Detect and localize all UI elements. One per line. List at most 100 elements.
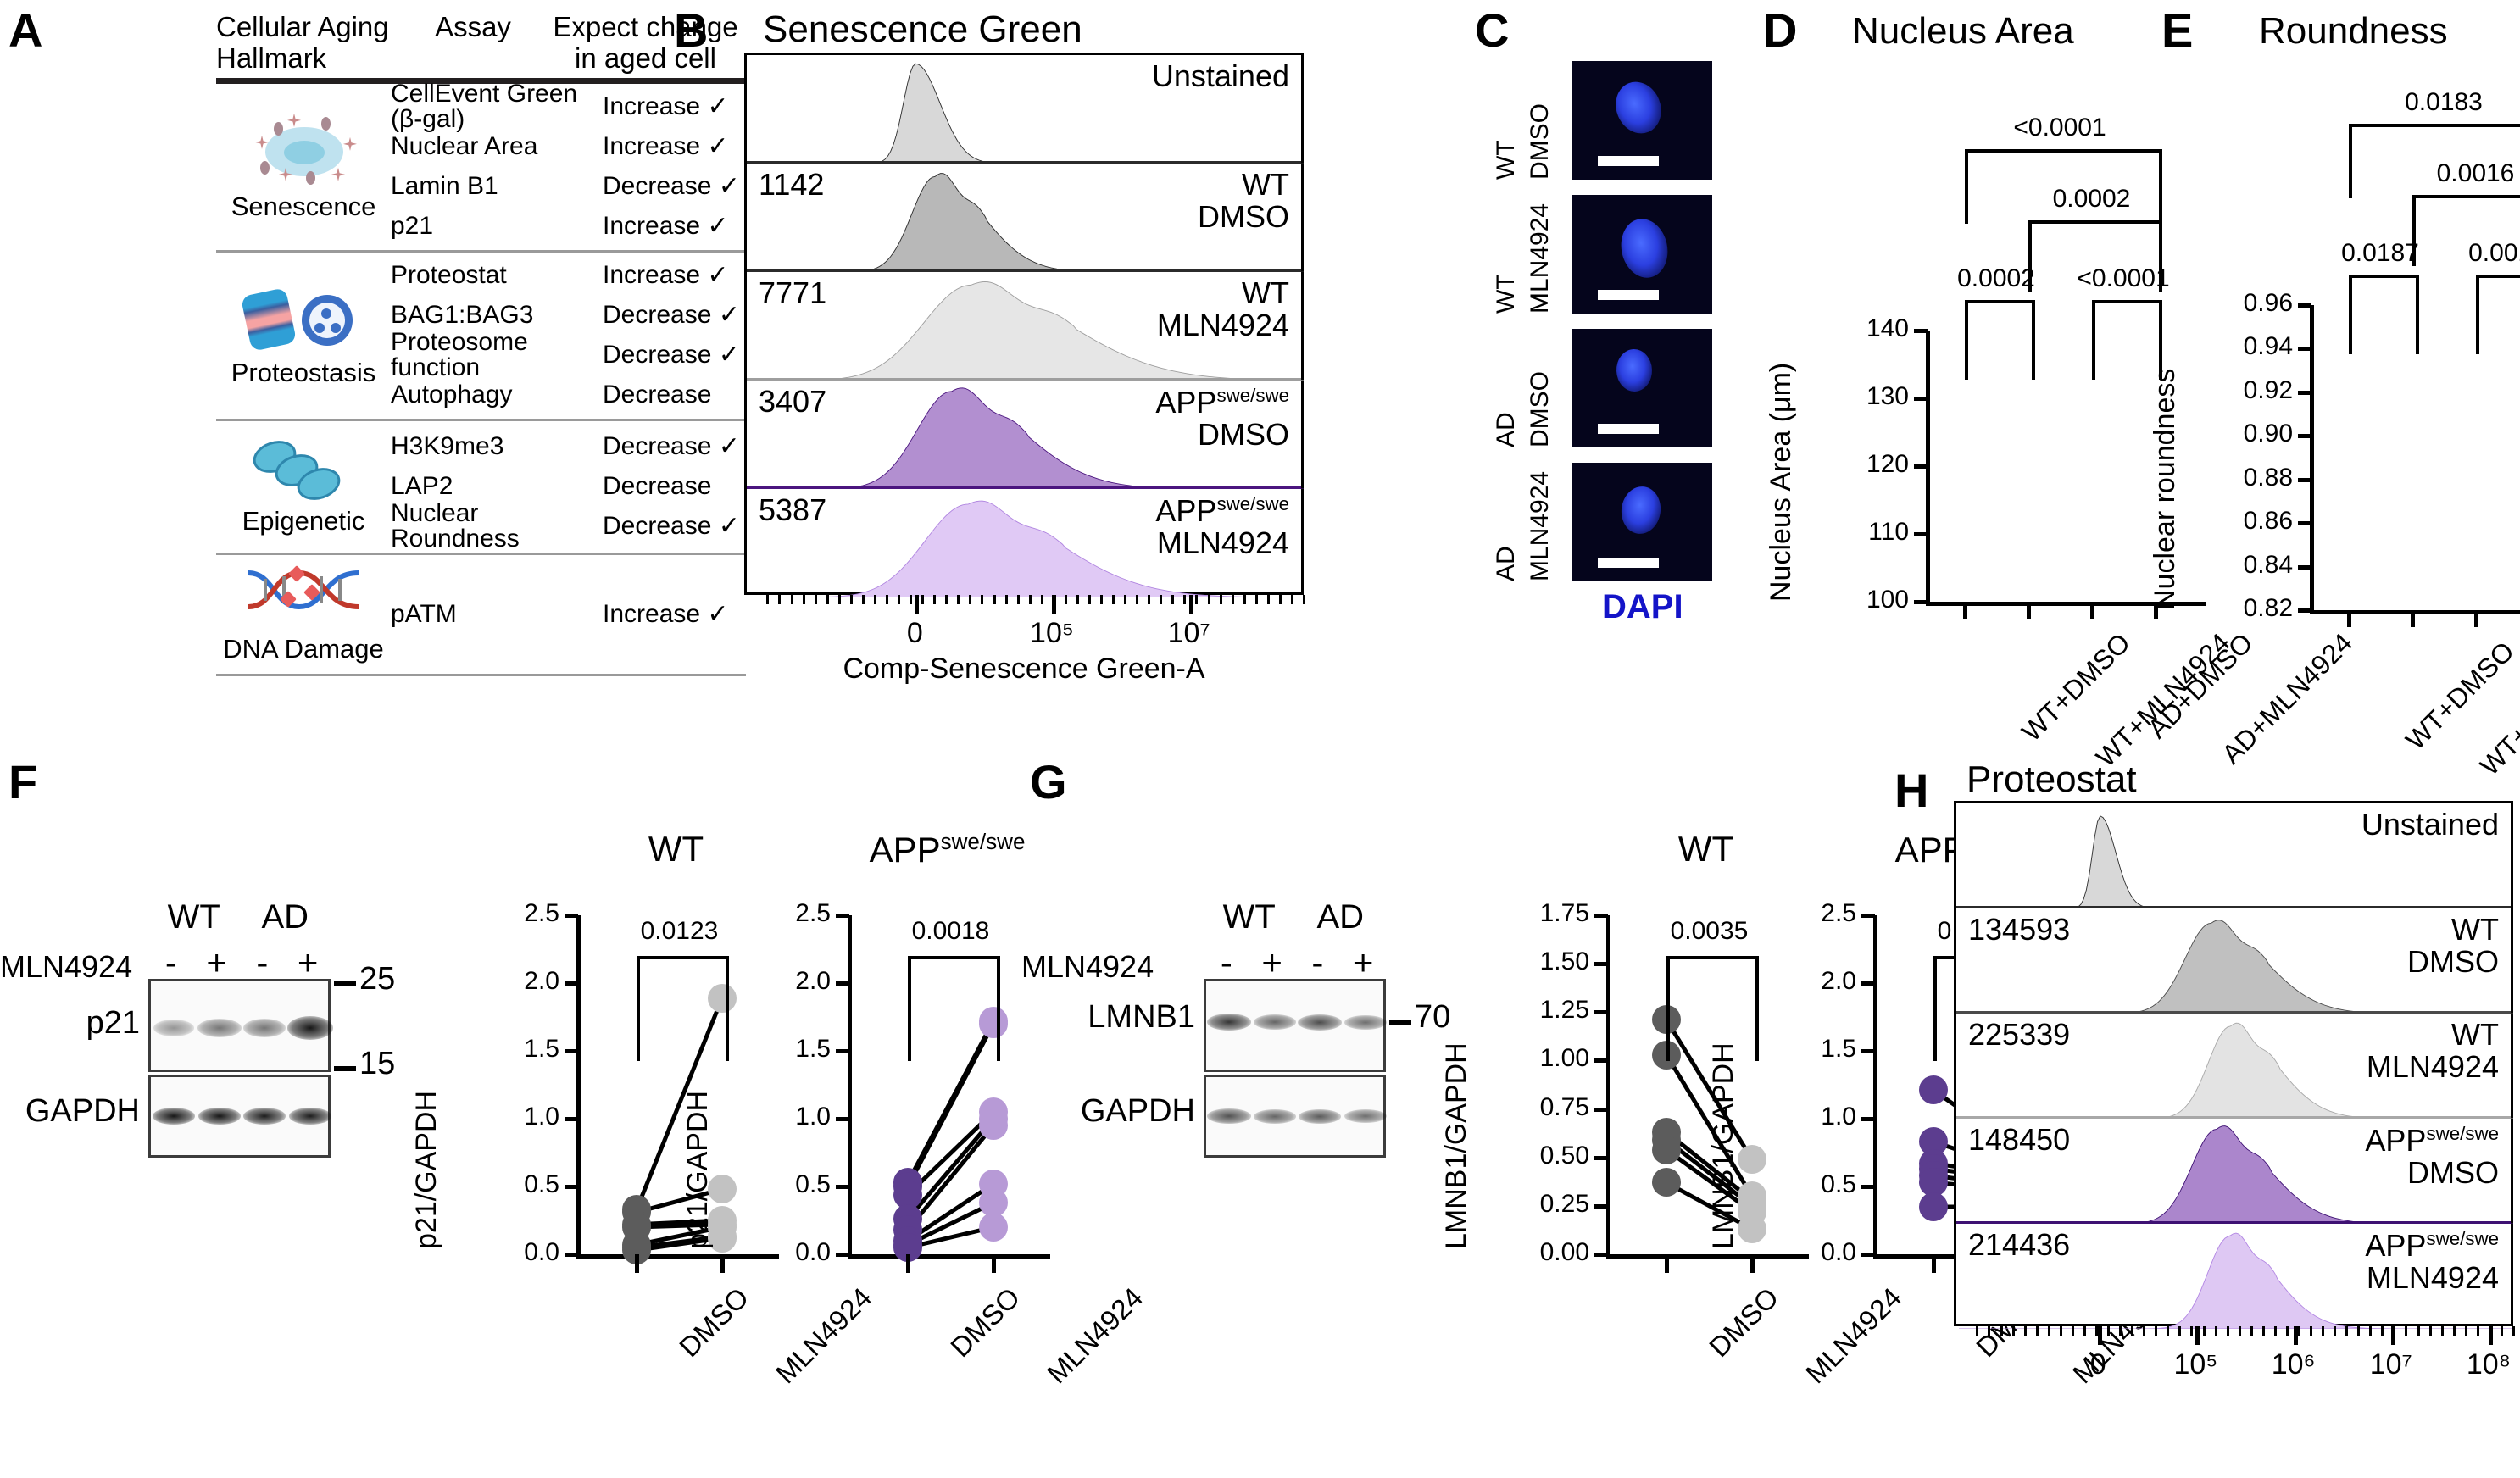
dapi-micrograph-grid: WT DMSO WT MLN4924 AD DMSO AD MLN4924 bbox=[1492, 61, 1746, 603]
x-tick bbox=[2195, 1326, 2200, 1345]
flow-trace-row: Unstained bbox=[747, 55, 1304, 164]
y-tick bbox=[2298, 477, 2311, 482]
flow-row-baseline bbox=[747, 269, 1301, 272]
x-minor-tick bbox=[1195, 595, 1199, 604]
y-tick bbox=[565, 1185, 578, 1189]
lmnb1-app-paired-plot: APPswe/swe0.00.51.01.52.02.5LMNB1/GAPDHD… bbox=[1707, 822, 2174, 1389]
y-tick-label: 1.5 bbox=[1821, 1035, 1856, 1063]
flow-sample-label: WT MLN4924 bbox=[1156, 275, 1289, 342]
x-minor-tick bbox=[1040, 595, 1043, 604]
y-tick-label: 0.96 bbox=[2243, 289, 2293, 317]
x-minor-tick bbox=[2405, 1326, 2408, 1336]
y-tick-label: 1.0 bbox=[1821, 1103, 1856, 1131]
x-minor-tick bbox=[2047, 1326, 2050, 1336]
x-minor-tick bbox=[910, 595, 913, 604]
flow-mfi-value: 225339 bbox=[1968, 1017, 2071, 1052]
table-row: Nuclear Area Increase ✓ bbox=[391, 132, 729, 161]
p-value-label: <0.0001 bbox=[2013, 114, 2106, 142]
significance-bracket bbox=[2348, 275, 2419, 354]
x-minor-tick bbox=[2381, 1326, 2384, 1336]
x-tick bbox=[2098, 1326, 2103, 1345]
x-minor-tick bbox=[2417, 1326, 2420, 1336]
p-value-label: 0.0183 bbox=[2405, 88, 2483, 116]
x-axis-line bbox=[1926, 602, 2206, 606]
dapi-micrograph bbox=[1572, 463, 1712, 581]
table-bottom-rule bbox=[216, 673, 746, 676]
x-minor-tick bbox=[2500, 1326, 2503, 1336]
flow-mfi-value: 5387 bbox=[759, 492, 827, 527]
data-point bbox=[1738, 1145, 1766, 1174]
table-header-expect-change: Expect change in aged cell bbox=[553, 11, 738, 74]
data-point bbox=[708, 983, 737, 1013]
y-tick-label: 2.5 bbox=[524, 899, 559, 927]
p-value-label: 0.0035 bbox=[1670, 917, 1749, 945]
x-minor-tick bbox=[1004, 595, 1008, 604]
y-tick bbox=[1861, 914, 1875, 918]
x-tick-label: 0 bbox=[2089, 1348, 2106, 1381]
x-minor-tick bbox=[1231, 595, 1234, 604]
flow-sample-label: APPswe/swe DMSO bbox=[2365, 1123, 2499, 1190]
y-tick bbox=[1914, 397, 1928, 401]
x-tick bbox=[720, 1254, 725, 1273]
flow-trace-row: 1142 WT DMSO bbox=[747, 164, 1304, 272]
table-row: Autophagy Decrease bbox=[391, 381, 712, 409]
y-tick-label: 0.86 bbox=[2243, 507, 2293, 536]
blot-lane-sign: + bbox=[206, 942, 227, 982]
y-tick bbox=[2298, 434, 2311, 439]
x-minor-tick bbox=[2094, 1326, 2098, 1336]
panel-b-xaxis-label: Comp-Senescence Green-A bbox=[843, 653, 1205, 685]
panel-d-title: Nucleus Area bbox=[1852, 10, 2074, 52]
x-axis-line bbox=[2310, 610, 2520, 614]
x-tick-label: 10⁶ bbox=[2271, 1348, 2316, 1381]
y-axis-line bbox=[1873, 915, 1877, 1254]
y-tick-label: 1.5 bbox=[524, 1035, 559, 1063]
flow-trace-row: 7771 WT MLN4924 bbox=[747, 272, 1304, 381]
flow-sample-label: WT DMSO bbox=[2407, 912, 2499, 979]
p-value-label: 0.0002 bbox=[1957, 264, 2035, 292]
data-point bbox=[979, 1009, 1008, 1038]
x-minor-tick bbox=[2261, 1326, 2265, 1336]
flow-mfi-value: 7771 bbox=[759, 275, 827, 310]
x-minor-tick bbox=[1278, 595, 1282, 604]
x-axis-line bbox=[1606, 1254, 1809, 1259]
x-minor-tick bbox=[2285, 1326, 2289, 1336]
y-tick-label: 1.75 bbox=[1539, 899, 1589, 927]
y-axis-label: p21/GAPDH bbox=[410, 1090, 442, 1249]
x-minor-tick bbox=[2023, 1326, 2027, 1336]
x-tick bbox=[2488, 1326, 2493, 1345]
p-value-label: 0.0123 bbox=[640, 917, 719, 945]
x-tick-label: 10⁸ bbox=[2466, 1348, 2512, 1381]
y-tick bbox=[2298, 608, 2311, 613]
table-group-dna-damage: DNA Damage pATM Increase ✓ bbox=[216, 555, 746, 674]
x-minor-tick bbox=[1266, 595, 1270, 604]
x-tick-label: 10⁷ bbox=[1167, 617, 1210, 649]
data-point bbox=[1918, 1168, 1948, 1197]
y-tick bbox=[1914, 464, 1928, 469]
blot-genotype-label: AD bbox=[1316, 898, 1365, 936]
blot-band bbox=[243, 1108, 286, 1125]
x-minor-tick bbox=[790, 595, 793, 604]
y-tick-label: 120 bbox=[1866, 450, 1909, 478]
blot-membrane bbox=[148, 1075, 332, 1158]
y-tick bbox=[565, 1049, 578, 1053]
blot-band bbox=[1299, 1108, 1342, 1124]
flow-mfi-value: 3407 bbox=[759, 384, 827, 419]
x-axis-line bbox=[576, 1254, 779, 1259]
table-divider bbox=[216, 418, 746, 421]
blot-marker-label: 25 bbox=[359, 961, 396, 997]
x-minor-tick bbox=[2488, 1326, 2491, 1336]
significance-bracket bbox=[2348, 124, 2520, 198]
y-axis-line bbox=[1926, 331, 1930, 602]
blot-genotype-label: WT bbox=[1222, 898, 1276, 936]
blot-band bbox=[287, 1016, 334, 1040]
p-value-label: <0.0001 bbox=[2077, 264, 2170, 292]
table-row: BAG1:BAG3 Decrease ✓ bbox=[391, 301, 740, 330]
flow-row-baseline bbox=[1956, 1116, 2511, 1119]
x-minor-tick bbox=[2155, 1326, 2158, 1336]
table-top-rule bbox=[216, 77, 746, 84]
y-tick-label: 0.0 bbox=[1821, 1238, 1856, 1266]
proteostat-flow-plot: Unstained 134593 WT DMSO 225339 WT MLN4924 1484… bbox=[1954, 801, 2515, 1381]
x-minor-tick bbox=[826, 595, 829, 604]
x-minor-tick bbox=[2322, 1326, 2325, 1336]
y-tick-label: 0.75 bbox=[1539, 1092, 1589, 1121]
